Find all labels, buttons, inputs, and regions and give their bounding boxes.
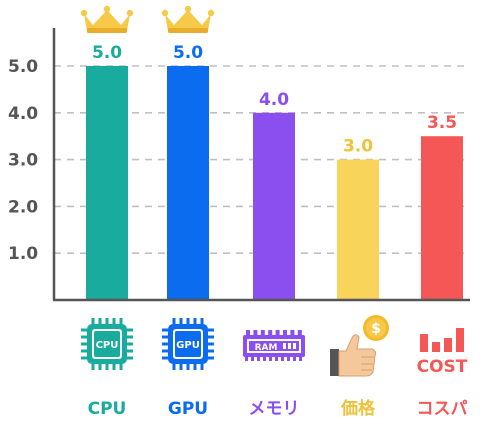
x-tick-label: CPU <box>88 399 127 419</box>
bar <box>421 136 463 300</box>
x-tick-label: メモリ <box>249 399 300 419</box>
y-axis-ticks: 1.0 2.0 3.0 4.0 5.0 <box>8 57 38 264</box>
data-label: 3.5 <box>427 113 457 133</box>
data-label: 5.0 <box>173 43 203 63</box>
ram-module-icon: RAM <box>243 330 305 361</box>
crown-icon <box>161 5 215 33</box>
chip-text: GPU <box>176 340 200 351</box>
value-labels: 5.0 5.0 4.0 3.0 3.5 <box>92 43 457 157</box>
crown-icon <box>80 5 134 33</box>
cost-text: COST <box>417 357 468 377</box>
x-tick-label: 価格 <box>340 398 376 419</box>
x-tick-label: コスパ <box>417 399 468 419</box>
crowns <box>80 5 215 33</box>
y-tick-label: 1.0 <box>8 244 38 264</box>
bar <box>253 112 295 300</box>
ram-text: RAM <box>255 343 278 353</box>
chip-text: CPU <box>96 340 119 351</box>
price-hand-coin-icon: $ <box>330 315 389 377</box>
gpu-chip-icon: GPU <box>162 318 214 370</box>
data-label: 5.0 <box>92 43 122 63</box>
bar <box>167 66 209 300</box>
coin-symbol: $ <box>371 321 381 337</box>
bars <box>86 66 463 300</box>
bar <box>86 66 128 300</box>
y-tick-label: 3.0 <box>8 151 38 171</box>
category-icons: CPU GPU RAM $ COST <box>81 315 468 377</box>
cost-bars-icon: COST <box>417 328 468 377</box>
x-tick-label: GPU <box>168 399 208 419</box>
data-label: 3.0 <box>343 137 373 157</box>
category-labels: CPU GPU メモリ 価格 コスパ <box>88 398 468 419</box>
y-tick-label: 2.0 <box>8 197 38 217</box>
cpu-chip-icon: CPU <box>81 318 133 370</box>
bar <box>337 159 379 300</box>
y-tick-label: 4.0 <box>8 104 38 124</box>
data-label: 4.0 <box>259 90 289 110</box>
y-tick-label: 5.0 <box>8 57 38 77</box>
